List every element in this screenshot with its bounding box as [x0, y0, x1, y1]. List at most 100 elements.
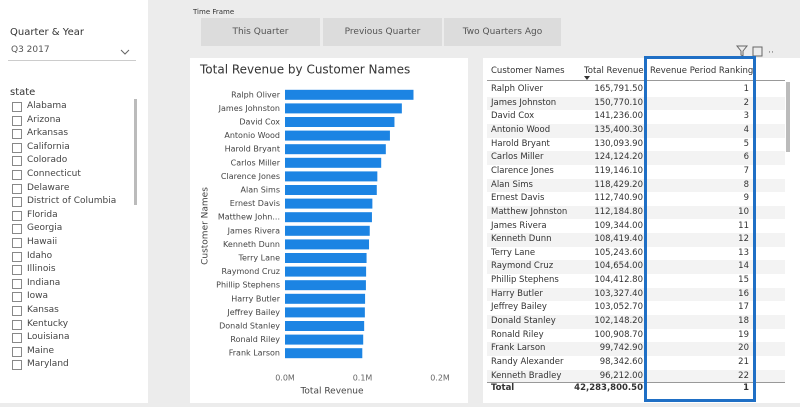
checkbox[interactable]: [12, 142, 22, 153]
table-cell: 22: [738, 370, 749, 381]
focus-icon[interactable]: [752, 46, 763, 57]
bar: [285, 198, 373, 209]
time-frame-title: Time Frame: [193, 8, 235, 16]
table-cell: 99,742.90: [599, 343, 643, 354]
column-header[interactable]: Revenue Period Ranking: [650, 66, 754, 76]
time-frame-button[interactable]: Two Quarters Ago: [444, 18, 561, 46]
state-item[interactable]: Hawaii: [27, 237, 58, 247]
row-band: [487, 123, 785, 138]
table-cell: Ronald Riley: [491, 329, 544, 340]
checkbox[interactable]: [12, 129, 22, 140]
more-icon[interactable]: …: [768, 46, 775, 56]
y-tick-label: Alan Sims: [241, 186, 280, 195]
checkbox[interactable]: [12, 306, 22, 316]
total-rule: [487, 382, 785, 383]
slicer-panel: [0, 0, 148, 403]
checkbox[interactable]: [12, 224, 22, 235]
checkbox[interactable]: [12, 265, 22, 276]
state-item[interactable]: Georgia: [27, 223, 63, 234]
table-cell: 17: [738, 302, 749, 313]
checkbox[interactable]: [12, 156, 22, 167]
table-cell: 104,654.00: [594, 261, 643, 272]
checkbox[interactable]: [12, 197, 22, 208]
table-cell: 112,740.90: [594, 193, 643, 204]
column-header[interactable]: Total Revenue: [584, 66, 644, 76]
table-cell: 118,429.20: [594, 179, 643, 190]
state-item[interactable]: Arkansas: [27, 128, 69, 139]
state-item[interactable]: Illinois: [27, 264, 56, 275]
table-cell: 104,412.80: [594, 275, 643, 286]
state-item[interactable]: Louisiana: [27, 332, 70, 343]
table-cell: 12: [738, 234, 749, 245]
table-cell: 5: [743, 138, 749, 149]
checkbox[interactable]: [12, 319, 22, 330]
checkbox[interactable]: [12, 346, 22, 357]
slicer-title: Quarter & Year: [10, 27, 84, 38]
checkbox[interactable]: [12, 360, 22, 371]
x-tick-label: 0.2M: [430, 374, 450, 383]
highlight-box: [644, 56, 756, 402]
y-tick-label: Matthew John...: [218, 213, 280, 222]
checkbox[interactable]: [12, 183, 22, 194]
bar: [285, 334, 364, 345]
state-item[interactable]: California: [27, 141, 70, 152]
filter-icon[interactable]: [735, 45, 749, 57]
checkbox[interactable]: [12, 115, 22, 126]
state-item[interactable]: Kansas: [27, 305, 59, 315]
checkbox[interactable]: [12, 278, 22, 289]
x-tick-label: 0.0M: [275, 374, 295, 383]
time-frame-button[interactable]: This Quarter: [201, 18, 320, 46]
state-item[interactable]: Connecticut: [27, 169, 81, 179]
state-item[interactable]: Iowa: [27, 291, 49, 302]
checkbox[interactable]: [12, 170, 22, 180]
sort-arrow: [584, 76, 590, 80]
bar: [285, 89, 414, 100]
button-label: Previous Quarter: [344, 27, 421, 37]
bar: [285, 103, 402, 114]
bar: [285, 293, 366, 304]
table-cell: David Cox: [491, 111, 535, 122]
column-header[interactable]: Customer Names: [491, 66, 565, 76]
state-item[interactable]: Idaho: [27, 250, 53, 261]
table-cell: 18: [738, 316, 749, 327]
button-label: This Quarter: [232, 27, 289, 37]
row-band: [487, 205, 785, 220]
state-item[interactable]: Kentucky: [27, 318, 69, 329]
state-item[interactable]: District of Columbia: [27, 196, 117, 207]
state-item[interactable]: Maryland: [27, 359, 69, 370]
checkbox[interactable]: [12, 333, 22, 344]
row-band: [487, 233, 785, 247]
y-tick-label: Raymond Cruz: [221, 267, 280, 276]
checkbox[interactable]: [12, 102, 22, 112]
table-cell: 6: [743, 152, 749, 163]
bar: [285, 130, 390, 141]
table-cell: Randy Alexander: [491, 357, 564, 367]
checkbox[interactable]: [12, 210, 22, 221]
table-cell: 135,400.30: [594, 124, 643, 135]
table-cell: 141,236.00: [594, 111, 643, 122]
state-item[interactable]: Maine: [27, 345, 55, 356]
table-cell: Kenneth Bradley: [491, 370, 562, 381]
state-item[interactable]: Indiana: [27, 277, 61, 288]
state-item[interactable]: Colorado: [27, 155, 68, 166]
quarter-dropdown[interactable]: Q3 2017: [8, 44, 136, 61]
bar: [285, 157, 382, 168]
state-item[interactable]: Arizona: [27, 114, 61, 125]
state-item[interactable]: Alabama: [27, 101, 67, 111]
checkbox[interactable]: [12, 251, 22, 262]
scrollbar: [786, 82, 790, 152]
bar: [285, 307, 365, 318]
checkbox[interactable]: [12, 238, 22, 248]
y-tick-label: David Cox: [239, 118, 280, 127]
state-item[interactable]: Delaware: [27, 182, 70, 193]
time-frame-button[interactable]: Previous Quarter: [323, 18, 442, 46]
table-cell: Donald Stanley: [491, 316, 556, 327]
table-cell: 108,419.40: [594, 234, 643, 245]
row-band: [487, 287, 785, 302]
checkbox[interactable]: [12, 292, 22, 303]
table-cell: 103,327.40: [594, 288, 643, 299]
total-cell: 42,283,800.50: [574, 383, 643, 393]
y-tick-label: Clarence Jones: [221, 172, 280, 181]
state-item[interactable]: Florida: [27, 209, 58, 220]
row-band: [487, 315, 785, 329]
